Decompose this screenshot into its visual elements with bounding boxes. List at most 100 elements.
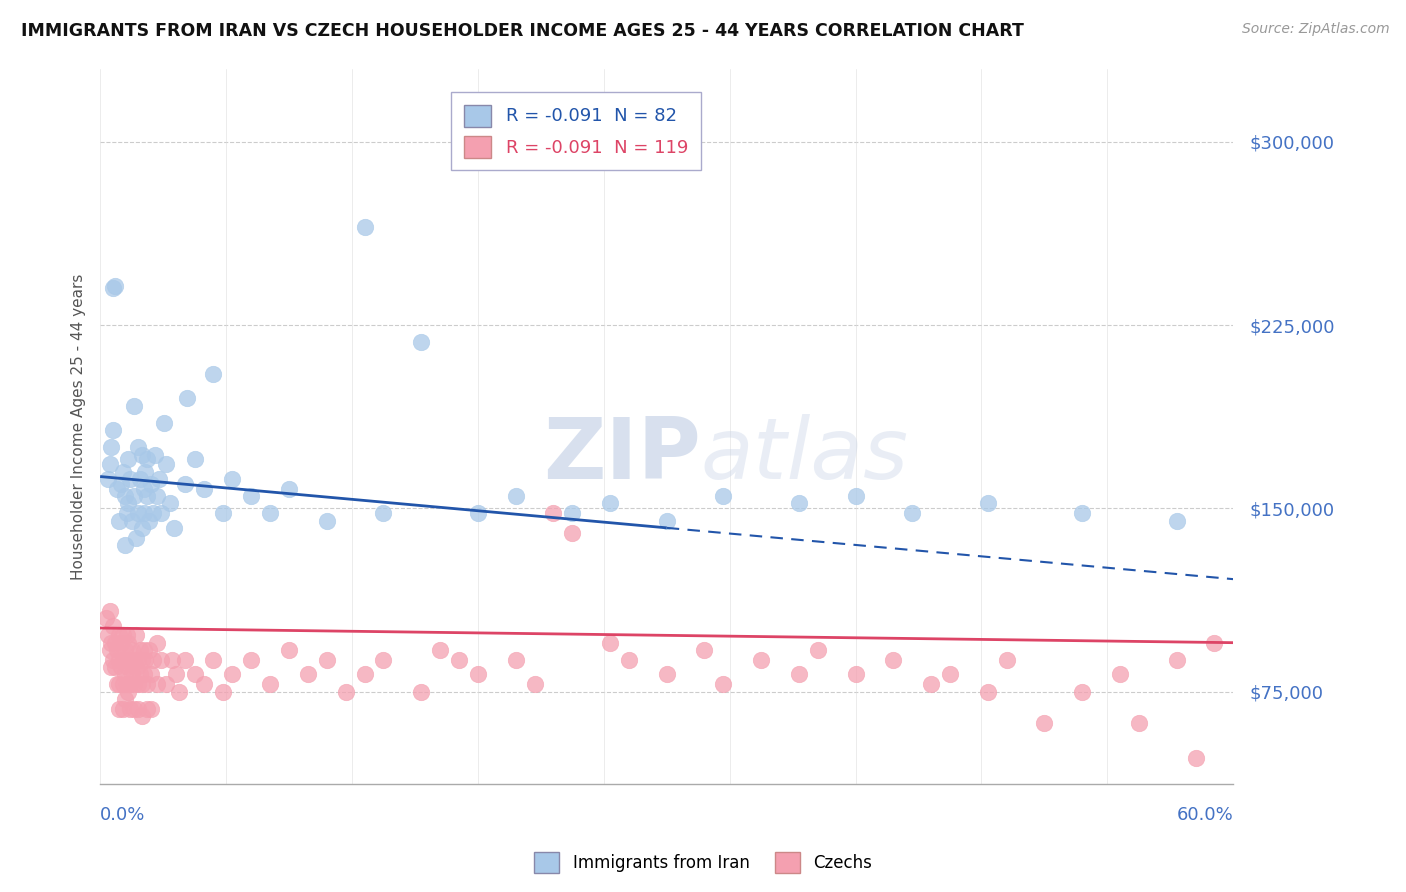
Point	[429, 643, 451, 657]
Point	[543, 506, 565, 520]
Point	[132, 506, 155, 520]
Point	[148, 472, 170, 486]
Point	[240, 653, 263, 667]
Point	[131, 709, 153, 723]
Point	[111, 628, 134, 642]
Point	[259, 506, 281, 520]
Point	[132, 482, 155, 496]
Point	[111, 653, 134, 667]
Point	[160, 653, 183, 667]
Point	[202, 367, 225, 381]
Point	[149, 653, 172, 667]
Point	[153, 416, 176, 430]
Point	[183, 667, 205, 681]
Point	[100, 635, 122, 649]
Point	[139, 476, 162, 491]
Point	[134, 653, 156, 667]
Point	[561, 506, 583, 520]
Point	[128, 667, 150, 681]
Point	[105, 643, 128, 657]
Text: atlas: atlas	[700, 414, 908, 497]
Point	[110, 635, 132, 649]
Point	[103, 653, 125, 667]
Point	[111, 701, 134, 715]
Point	[146, 635, 169, 649]
Point	[132, 643, 155, 657]
Point	[122, 399, 145, 413]
Point	[1109, 667, 1132, 681]
Text: Source: ZipAtlas.com: Source: ZipAtlas.com	[1241, 22, 1389, 37]
Legend: Immigrants from Iran, Czechs: Immigrants from Iran, Czechs	[527, 846, 879, 880]
Point	[117, 635, 139, 649]
Point	[240, 489, 263, 503]
Point	[111, 677, 134, 691]
Point	[174, 653, 197, 667]
Point	[120, 653, 142, 667]
Point	[1166, 514, 1188, 528]
Point	[787, 496, 810, 510]
Point	[202, 653, 225, 667]
Point	[505, 653, 527, 667]
Point	[561, 525, 583, 540]
Point	[146, 489, 169, 503]
Point	[132, 667, 155, 681]
Point	[136, 701, 159, 715]
Point	[163, 521, 186, 535]
Point	[212, 506, 235, 520]
Point	[94, 611, 117, 625]
Point	[105, 677, 128, 691]
Point	[131, 653, 153, 667]
Point	[115, 628, 138, 642]
Text: 60.0%: 60.0%	[1177, 806, 1233, 824]
Point	[174, 476, 197, 491]
Point	[142, 506, 165, 520]
Point	[165, 667, 187, 681]
Y-axis label: Householder Income Ages 25 - 44 years: Householder Income Ages 25 - 44 years	[72, 273, 86, 580]
Point	[98, 604, 121, 618]
Point	[111, 465, 134, 479]
Point	[121, 514, 143, 528]
Point	[127, 677, 149, 691]
Point	[98, 643, 121, 657]
Point	[128, 643, 150, 657]
Point	[193, 677, 215, 691]
Point	[146, 677, 169, 691]
Point	[138, 643, 160, 657]
Point	[110, 476, 132, 491]
Point	[505, 489, 527, 503]
Point	[977, 684, 1000, 698]
Point	[221, 667, 243, 681]
Point	[1071, 684, 1094, 698]
Point	[193, 482, 215, 496]
Point	[103, 423, 125, 437]
Point	[104, 660, 127, 674]
Point	[108, 653, 131, 667]
Point	[1166, 653, 1188, 667]
Point	[169, 684, 191, 698]
Point	[100, 440, 122, 454]
Point	[103, 618, 125, 632]
Legend: R = -0.091  N = 82, R = -0.091  N = 119: R = -0.091 N = 82, R = -0.091 N = 119	[451, 92, 700, 170]
Point	[599, 496, 621, 510]
Point	[155, 458, 177, 472]
Point	[149, 506, 172, 520]
Point	[108, 701, 131, 715]
Point	[977, 496, 1000, 510]
Point	[995, 653, 1018, 667]
Point	[655, 667, 678, 681]
Point	[278, 482, 301, 496]
Point	[136, 452, 159, 467]
Point	[120, 701, 142, 715]
Point	[447, 653, 470, 667]
Text: ZIP: ZIP	[543, 414, 700, 497]
Point	[127, 506, 149, 520]
Point	[711, 677, 734, 691]
Point	[353, 220, 375, 235]
Point	[115, 677, 138, 691]
Text: 0.0%: 0.0%	[100, 806, 145, 824]
Point	[122, 677, 145, 691]
Point	[114, 489, 136, 503]
Point	[142, 653, 165, 667]
Point	[97, 628, 120, 642]
Point	[131, 677, 153, 691]
